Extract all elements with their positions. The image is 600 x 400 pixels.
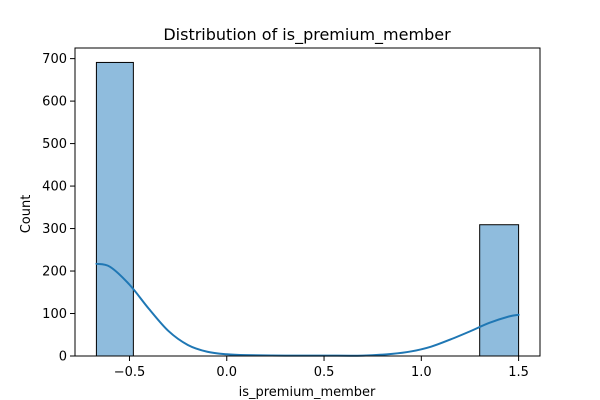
y-tick-label: 200 xyxy=(42,265,67,280)
y-tick-label: 500 xyxy=(42,137,67,152)
x-tick-label: 1.5 xyxy=(508,365,529,380)
y-axis-label: Count xyxy=(19,195,34,234)
kde-curve xyxy=(95,262,520,357)
y-tick-label: 700 xyxy=(42,52,67,67)
y-tick-label: 0 xyxy=(59,350,67,365)
y-tick-label: 300 xyxy=(42,222,67,237)
plot-area: −0.5 0.0 0.5 1.0 1.5 0 100 200 300 400 500 600 700 xyxy=(42,47,541,380)
x-tick-label: −0.5 xyxy=(114,365,146,380)
plot-frame xyxy=(74,47,541,357)
y-tick-label: 100 xyxy=(42,307,67,322)
y-tick-label: 400 xyxy=(42,180,67,195)
x-tick-label: 0.0 xyxy=(216,365,237,380)
histogram-bar xyxy=(95,61,134,357)
y-tick-label: 600 xyxy=(42,95,67,110)
histogram-bar xyxy=(479,224,520,357)
x-tick-label: 1.0 xyxy=(411,365,432,380)
x-tick-label: 0.5 xyxy=(314,365,335,380)
x-axis-label: is_premium_member xyxy=(239,385,376,400)
chart-title: Distribution of is_premium_member xyxy=(163,25,451,45)
